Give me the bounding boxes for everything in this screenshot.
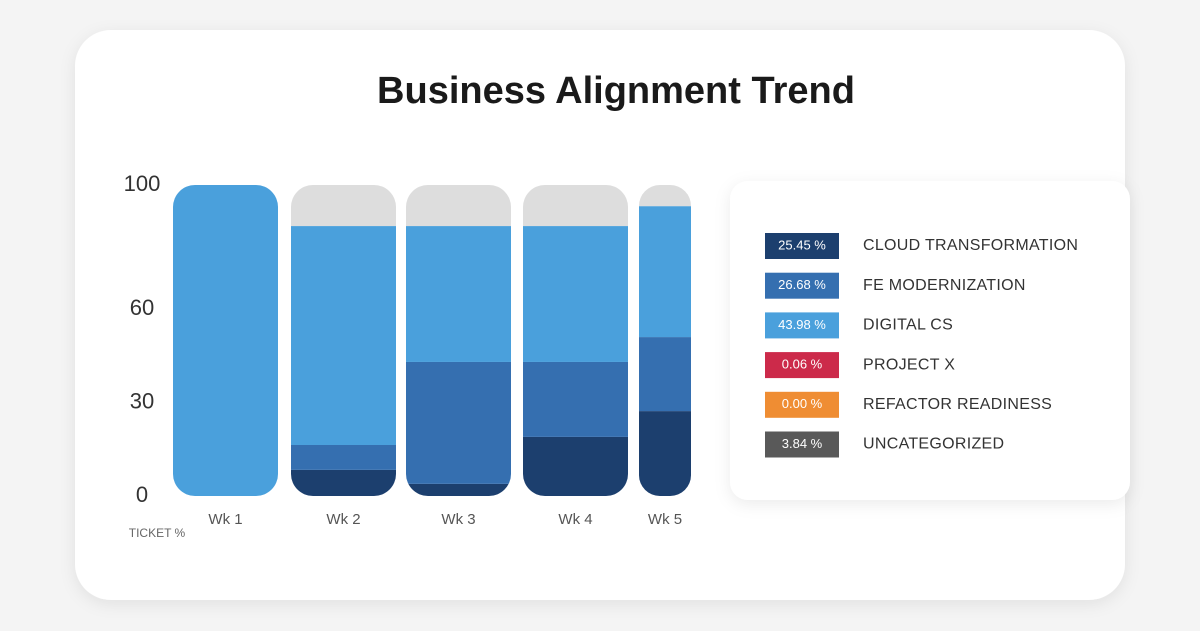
- bar-segment: [523, 361, 628, 437]
- bar-segment: [406, 226, 511, 362]
- y-axis-label: TICKET %: [129, 526, 186, 540]
- bar-segment: [523, 226, 628, 362]
- legend-name: DIGITAL CS: [863, 317, 953, 334]
- bar-segment: [291, 185, 396, 227]
- bar-stack: [173, 185, 278, 496]
- legend-value: 25.45 %: [778, 237, 826, 252]
- y-tick-label: 30: [130, 389, 154, 414]
- bar-segment: [406, 361, 511, 484]
- bar-segment: [523, 436, 628, 496]
- bar-segment: [291, 226, 396, 445]
- legend-swatch: [765, 233, 839, 259]
- legend-name: FE MODERNIZATION: [863, 277, 1026, 294]
- legend-value: 0.06 %: [782, 357, 823, 372]
- bar-segment: [291, 469, 396, 496]
- bar-segment: [639, 411, 691, 496]
- legend-value: 0.00 %: [782, 396, 823, 411]
- x-tick-label: Wk 3: [441, 511, 475, 528]
- legend-swatch: [765, 352, 839, 379]
- bar-segment: [406, 483, 511, 496]
- legend-name: CLOUD TRANSFORMATION: [863, 237, 1078, 254]
- legend-name: REFACTOR READINESS: [863, 396, 1052, 413]
- bar-segment: [523, 185, 628, 227]
- bar-segment: [291, 444, 396, 470]
- x-tick-label: Wk 5: [648, 511, 682, 528]
- bar-segment: [639, 185, 691, 207]
- legend-panel: [730, 181, 1130, 500]
- legend-swatch: [765, 391, 839, 418]
- bar-segment: [173, 185, 278, 496]
- legend-value: 3.84 %: [782, 436, 823, 451]
- x-tick-label: Wk 2: [326, 511, 360, 528]
- bar-stack: [291, 185, 396, 496]
- legend-name: UNCATEGORIZED: [863, 436, 1004, 453]
- bar-stack: [639, 185, 691, 496]
- y-tick-label: 0: [136, 482, 148, 507]
- bar-stack: [406, 185, 511, 496]
- y-tick-label: 60: [130, 295, 154, 320]
- y-tick-label: 100: [124, 171, 161, 196]
- bar-segment: [406, 185, 511, 227]
- x-tick-label: Wk 1: [208, 511, 242, 528]
- bar-segment: [639, 206, 691, 338]
- legend-value: 43.98 %: [778, 317, 826, 332]
- x-tick-label: Wk 4: [558, 511, 592, 528]
- chart-title: Business Alignment Trend: [377, 70, 855, 112]
- legend-swatch: [765, 272, 839, 299]
- legend-value: 26.68 %: [778, 277, 826, 292]
- legend-swatch: [765, 312, 839, 339]
- bar-segment: [639, 337, 691, 412]
- bar-stack: [523, 185, 628, 496]
- legend-swatch: [765, 431, 839, 458]
- legend-name: PROJECT X: [863, 356, 955, 373]
